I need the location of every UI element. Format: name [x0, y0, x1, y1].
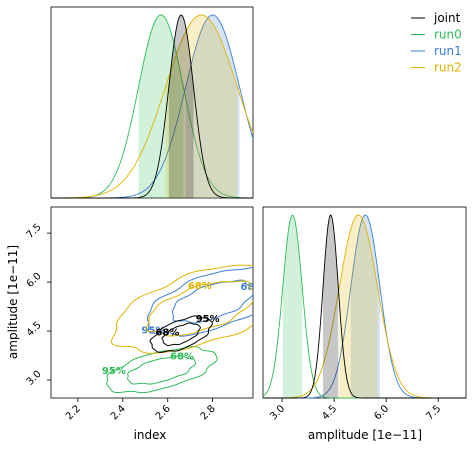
legend-label-joint: joint: [433, 11, 461, 25]
index-tick-label: 2.2: [64, 403, 83, 422]
contour-joint-68%: [161, 322, 201, 346]
index-joint-curve: [51, 14, 253, 199]
amplitude-marginal-panel: [262, 214, 466, 399]
contour-run1-95%: [146, 266, 253, 337]
index-run2-curve: [51, 14, 254, 199]
index-run1-shaded-region: [185, 15, 240, 198]
contour-label-joint-95%: 95%: [196, 314, 220, 325]
index-marginal-frame: [50, 6, 254, 199]
amplitude-run2-shaded-region: [339, 215, 378, 398]
contour-joint-95%: [149, 315, 213, 353]
x-axis-label-amplitude: amplitude [1e−11]: [308, 428, 422, 442]
amplitude-y-tick-label: 7.5: [25, 222, 44, 241]
amplitude-x-tick-label: 3.0: [268, 403, 287, 422]
x-axis-label-index: index: [134, 428, 167, 442]
index-tick-label: 2.6: [154, 403, 173, 422]
amplitude-run0-shaded-region: [282, 215, 303, 398]
amplitude-x-tick-label: 7.5: [424, 403, 443, 422]
legend-label-run1: run1: [434, 44, 462, 58]
amplitude-joint-shaded-region: [323, 215, 339, 398]
contour-run0-68%: [127, 355, 197, 385]
legend-label-run2: run2: [434, 61, 462, 75]
amplitude-y-tick-label: 6.0: [25, 271, 44, 290]
contour-run0-95%: [106, 346, 218, 394]
index-tick-label: 2.4: [109, 403, 128, 422]
index-tick-label: 2.8: [199, 403, 218, 422]
amplitude-y-tick-label: 3.0: [25, 369, 44, 388]
contour-label-run1-68%: 68%: [241, 282, 265, 293]
index-joint-shaded-region: [168, 15, 194, 198]
joint-contour-panel: 68%95%68%95%68%95%68%95%: [102, 264, 265, 394]
contour-label-joint-68%: 68%: [155, 328, 179, 339]
contour-run2-68%: [145, 280, 253, 337]
contour-label-run0-68%: 68%: [170, 352, 194, 363]
tick-labels: 2.2 2.4 2.6 2.8 3.0 3.0 4.5 4.5 6.0 6.0 7.5 7.5: [25, 222, 444, 423]
y-axis-label-amplitude: amplitude [1e−11]: [6, 245, 20, 359]
contour-run2-95%: [110, 264, 253, 354]
legend: joint run0 run1 run2: [411, 11, 462, 75]
amplitude-x-tick-label: 6.0: [372, 403, 391, 422]
contour-label-run2-68%: 68%: [188, 281, 212, 292]
index-marginal-panel: [51, 14, 254, 199]
index-run2-shaded-region: [165, 15, 238, 198]
amplitude-x-tick-label: 4.5: [320, 403, 339, 422]
contour-label-run0-95%: 95%: [102, 366, 126, 377]
joint-2d-frame: [50, 206, 254, 399]
amplitude-y-tick-label: 4.5: [25, 320, 44, 339]
legend-label-run0: run0: [434, 28, 462, 42]
amplitude-joint-curve: [263, 214, 466, 399]
